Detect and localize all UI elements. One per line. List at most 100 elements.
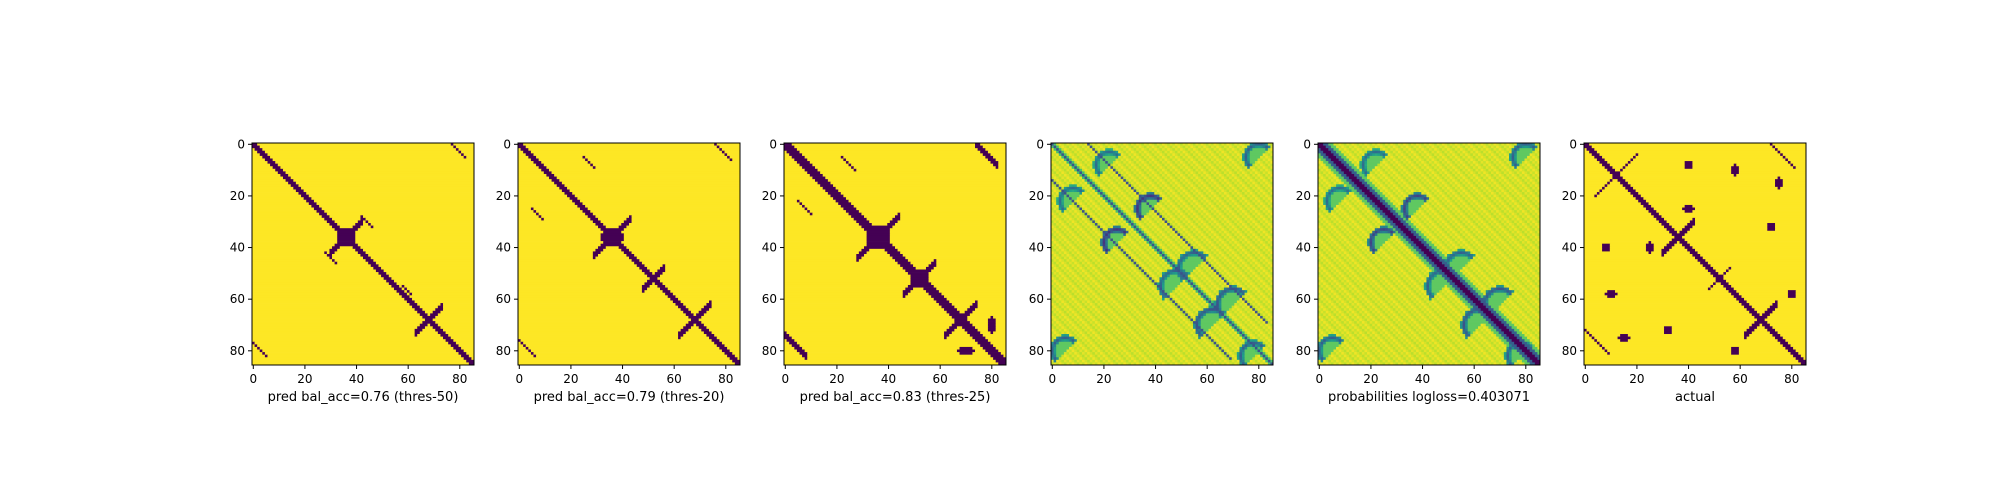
heatmap-cell <box>1265 212 1269 216</box>
heatmap-cell <box>1087 194 1091 198</box>
heatmap-cell <box>1169 173 1173 177</box>
heatmap-cell <box>1100 176 1103 180</box>
heatmap-cell <box>864 215 896 219</box>
heatmap-cell <box>1213 210 1217 214</box>
heatmap-cell <box>1185 197 1189 201</box>
heatmap-cell <box>1226 143 1230 146</box>
heatmap-cell <box>1223 246 1227 250</box>
heatmap-cell <box>1079 179 1083 183</box>
heatmap-cell <box>1063 155 1067 159</box>
heatmap-cell <box>1112 179 1116 183</box>
heatmap-cell <box>1118 248 1122 252</box>
heatmap-cell <box>1180 163 1183 167</box>
heatmap-cell <box>1143 220 1147 224</box>
heatmap-cell <box>1169 184 1173 188</box>
heatmap-cell <box>1226 171 1230 175</box>
heatmap-cell <box>1156 251 1160 255</box>
heatmap-cell <box>1063 248 1067 252</box>
heatmap-cell <box>1265 155 1269 159</box>
heatmap-cell <box>1084 153 1088 157</box>
heatmap-cell <box>252 318 426 322</box>
heatmap-cell <box>1136 210 1140 214</box>
heatmap-cell <box>471 357 475 361</box>
heatmap-cell <box>1234 212 1238 216</box>
heatmap-cell <box>355 248 364 252</box>
heatmap-cell <box>1239 254 1243 257</box>
heatmap-cell <box>1252 254 1256 257</box>
heatmap-cell <box>1087 259 1091 263</box>
heatmap-cell <box>518 295 669 299</box>
heatmap-cell <box>1076 171 1080 175</box>
heatmap-cell <box>1185 181 1189 185</box>
heatmap-cell <box>1079 212 1083 216</box>
heatmap-cell <box>1242 230 1245 234</box>
heatmap-cell <box>1216 184 1220 188</box>
heatmap-cell <box>1177 251 1181 255</box>
heatmap-cell <box>1234 238 1238 242</box>
heatmap-cell <box>1249 215 1253 219</box>
heatmap-cell <box>1229 256 1233 260</box>
heatmap-cell <box>1051 189 1054 193</box>
heatmap-cell <box>1180 207 1183 211</box>
heatmap-cell <box>1221 161 1225 164</box>
heatmap-cell <box>518 168 542 172</box>
heatmap-cell <box>1143 197 1147 201</box>
heatmap-cell <box>1239 166 1243 170</box>
heatmap-cell <box>1208 251 1212 255</box>
heatmap-cell <box>954 321 971 325</box>
heatmap-cell <box>1154 248 1158 252</box>
heatmap-cell <box>1149 251 1153 255</box>
heatmap-cell <box>1151 161 1155 164</box>
heatmap-cell <box>1211 228 1214 232</box>
heatmap-cell <box>450 344 459 348</box>
heatmap-cell <box>1076 217 1080 221</box>
heatmap-cell <box>951 315 968 319</box>
heatmap-cell <box>1051 153 1054 157</box>
heatmap-cell <box>1254 161 1258 164</box>
heatmap-cell <box>1141 246 1145 250</box>
heatmap-cell <box>1270 228 1274 232</box>
heatmap-cell <box>252 223 330 226</box>
heatmap-cell <box>1221 202 1225 206</box>
heatmap-cell <box>1216 207 1220 211</box>
heatmap-cell <box>835 186 1007 190</box>
heatmap-cell <box>1174 248 1178 252</box>
heatmap-cell <box>1218 228 1222 232</box>
heatmap-cell <box>1213 248 1217 252</box>
x-axis-label-3: pred bal_acc=0.83 (thres-25) <box>800 390 991 405</box>
heatmap-cell <box>1254 168 1258 172</box>
heatmap-cell <box>1236 148 1240 152</box>
heatmap-cell <box>1058 251 1062 255</box>
heatmap-cell <box>1162 173 1165 177</box>
heatmap-cell <box>1115 197 1119 201</box>
heatmap-cell <box>858 251 867 255</box>
heatmap-cell <box>1223 217 1227 221</box>
heatmap-cell <box>1076 166 1080 170</box>
heatmap-cell <box>1260 248 1264 252</box>
heatmap-cell <box>1125 238 1129 242</box>
heatmap-cell <box>1056 163 1060 167</box>
heatmap-cell <box>1167 145 1171 149</box>
heatmap-cell <box>1242 210 1245 214</box>
heatmap-cell <box>1058 202 1062 206</box>
heatmap-cell <box>998 166 1007 170</box>
heatmap-cell <box>845 210 860 214</box>
heatmap-cell <box>252 256 330 260</box>
heatmap-cell <box>1234 225 1238 229</box>
heatmap-cell <box>1084 192 1088 195</box>
heatmap-cell <box>1159 143 1163 146</box>
heatmap-cell <box>1164 192 1168 195</box>
heatmap-cell <box>820 171 1007 175</box>
heatmap-cell <box>1084 220 1088 224</box>
heatmap-cell <box>1203 223 1207 226</box>
heatmap-cell <box>1094 210 1098 214</box>
heatmap-cell <box>1203 194 1207 198</box>
heatmap-cell <box>1162 143 1165 146</box>
heatmap-cell <box>1076 184 1080 188</box>
heatmap-cell <box>1244 248 1248 252</box>
heatmap-cell <box>1249 241 1253 245</box>
heatmap-cell <box>1159 256 1163 260</box>
heatmap-cell <box>1063 145 1067 149</box>
heatmap-cell <box>1172 220 1176 224</box>
heatmap-cell <box>1270 186 1274 190</box>
